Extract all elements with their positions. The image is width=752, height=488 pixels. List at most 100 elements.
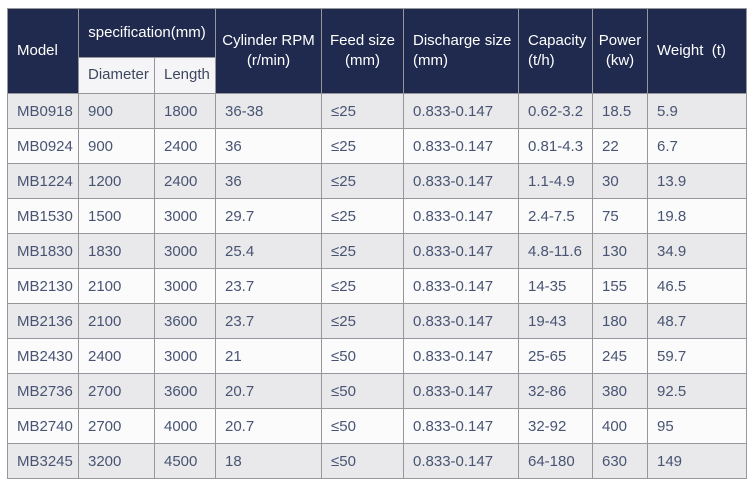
- table-cell: 25-65: [518, 338, 593, 374]
- table-cell: 46.5: [647, 268, 747, 304]
- table-cell: 18: [215, 443, 322, 479]
- table-cell: ≤25: [321, 268, 404, 304]
- table-cell: 630: [592, 443, 648, 479]
- table-cell: 64-180: [518, 443, 593, 479]
- table-body: MB0918 900 1800 36-38 ≤25 0.833-0.147 0.62-3.2…: [7, 93, 747, 479]
- table-row: MB2740 2700 4000 20.7 ≤50 0.833-0.147 32-92 400…: [7, 408, 747, 444]
- table-cell: 32-86: [518, 373, 593, 409]
- table-cell: 245: [592, 338, 648, 374]
- table-row: MB3245 3200 4500 18 ≤50 0.833-0.147 64-180 630 1…: [7, 443, 747, 479]
- column-header-specification: specification(mm): [78, 8, 216, 58]
- table-cell: 0.833-0.147: [403, 443, 519, 479]
- table-cell: 20.7: [215, 408, 322, 444]
- table-cell: ≤50: [321, 443, 404, 479]
- table-cell: ≤25: [321, 233, 404, 269]
- table-cell: 2400: [78, 338, 155, 374]
- table-cell: 0.833-0.147: [403, 268, 519, 304]
- table-cell: 19.8: [647, 198, 747, 234]
- table-cell: 900: [78, 93, 155, 129]
- table-cell: 400: [592, 408, 648, 444]
- table-cell: 1800: [154, 93, 216, 129]
- table-cell: 3000: [154, 233, 216, 269]
- table-cell: 92.5: [647, 373, 747, 409]
- table-cell: 23.7: [215, 268, 322, 304]
- table-cell: 0.833-0.147: [403, 408, 519, 444]
- table-cell: 1830: [78, 233, 155, 269]
- table-row: MB2430 2400 3000 21 ≤50 0.833-0.147 25-65 245 59…: [7, 338, 747, 374]
- table-row: MB2136 2100 3600 23.7 ≤25 0.833-0.147 19-43 180…: [7, 303, 747, 339]
- table-cell: ≤25: [321, 93, 404, 129]
- table-cell: 23.7: [215, 303, 322, 339]
- column-header-weight: Weight (t): [647, 8, 747, 94]
- table-cell: 5.9: [647, 93, 747, 129]
- table-cell: 3600: [154, 303, 216, 339]
- column-header-discharge-size: Discharge size (mm): [403, 8, 519, 94]
- table-cell: 0.833-0.147: [403, 93, 519, 129]
- table-cell: 95: [647, 408, 747, 444]
- table-cell: MB2430: [7, 338, 79, 374]
- table-cell: 3000: [154, 198, 216, 234]
- table-cell: ≤25: [321, 163, 404, 199]
- table-cell: 130: [592, 233, 648, 269]
- table-cell: 19-43: [518, 303, 593, 339]
- table-cell: 2100: [78, 303, 155, 339]
- table-cell: MB2740: [7, 408, 79, 444]
- table-cell: 0.833-0.147: [403, 303, 519, 339]
- table-cell: MB1530: [7, 198, 79, 234]
- table-cell: 3000: [154, 338, 216, 374]
- table-row: MB1530 1500 3000 29.7 ≤25 0.833-0.147 2.4-7.5 7…: [7, 198, 747, 234]
- table-cell: 2.4-7.5: [518, 198, 593, 234]
- table-cell: 4500: [154, 443, 216, 479]
- table-cell: 32-92: [518, 408, 593, 444]
- table-cell: 0.833-0.147: [403, 128, 519, 164]
- table-cell: 48.7: [647, 303, 747, 339]
- table-cell: 4.8-11.6: [518, 233, 593, 269]
- table-cell: 25.4: [215, 233, 322, 269]
- table-cell: 149: [647, 443, 747, 479]
- table-row: MB1830 1830 3000 25.4 ≤25 0.833-0.147 4.8-11.6…: [7, 233, 747, 269]
- table-cell: 0.833-0.147: [403, 163, 519, 199]
- table-cell: MB1224: [7, 163, 79, 199]
- table-cell: 4000: [154, 408, 216, 444]
- table-cell: ≤50: [321, 373, 404, 409]
- table-cell: 34.9: [647, 233, 747, 269]
- table-cell: 0.833-0.147: [403, 233, 519, 269]
- table-cell: 30: [592, 163, 648, 199]
- table-cell: MB0924: [7, 128, 79, 164]
- table-cell: 155: [592, 268, 648, 304]
- table-cell: ≤50: [321, 338, 404, 374]
- table-cell: 3000: [154, 268, 216, 304]
- column-header-model: Model: [7, 8, 79, 94]
- table-cell: ≤25: [321, 198, 404, 234]
- table-cell: 1.1-4.9: [518, 163, 593, 199]
- table-cell: 2400: [154, 163, 216, 199]
- table-cell: MB2136: [7, 303, 79, 339]
- table-cell: 20.7: [215, 373, 322, 409]
- table-cell: 0.833-0.147: [403, 373, 519, 409]
- table-cell: ≤50: [321, 408, 404, 444]
- table-cell: MB2130: [7, 268, 79, 304]
- header-row-main: Model specification(mm) Cylinder RPM (r/…: [7, 8, 747, 94]
- column-header-diameter: Diameter: [78, 57, 155, 94]
- table-cell: 22: [592, 128, 648, 164]
- table-cell: 75: [592, 198, 648, 234]
- table-cell: MB2736: [7, 373, 79, 409]
- table-header: Model specification(mm) Cylinder RPM (r/…: [7, 8, 747, 94]
- table-cell: 13.9: [647, 163, 747, 199]
- table-cell: 2400: [154, 128, 216, 164]
- table-cell: 3200: [78, 443, 155, 479]
- table-cell: 1200: [78, 163, 155, 199]
- table-cell: 2700: [78, 408, 155, 444]
- table-cell: 0.833-0.147: [403, 198, 519, 234]
- table-cell: 18.5: [592, 93, 648, 129]
- table-cell: ≤25: [321, 128, 404, 164]
- table-cell: 900: [78, 128, 155, 164]
- table-cell: 29.7: [215, 198, 322, 234]
- table-cell: ≤25: [321, 303, 404, 339]
- table-cell: 36: [215, 128, 322, 164]
- table-cell: 36: [215, 163, 322, 199]
- column-header-power: Power (kw): [592, 8, 648, 94]
- table-cell: MB3245: [7, 443, 79, 479]
- table-cell: 380: [592, 373, 648, 409]
